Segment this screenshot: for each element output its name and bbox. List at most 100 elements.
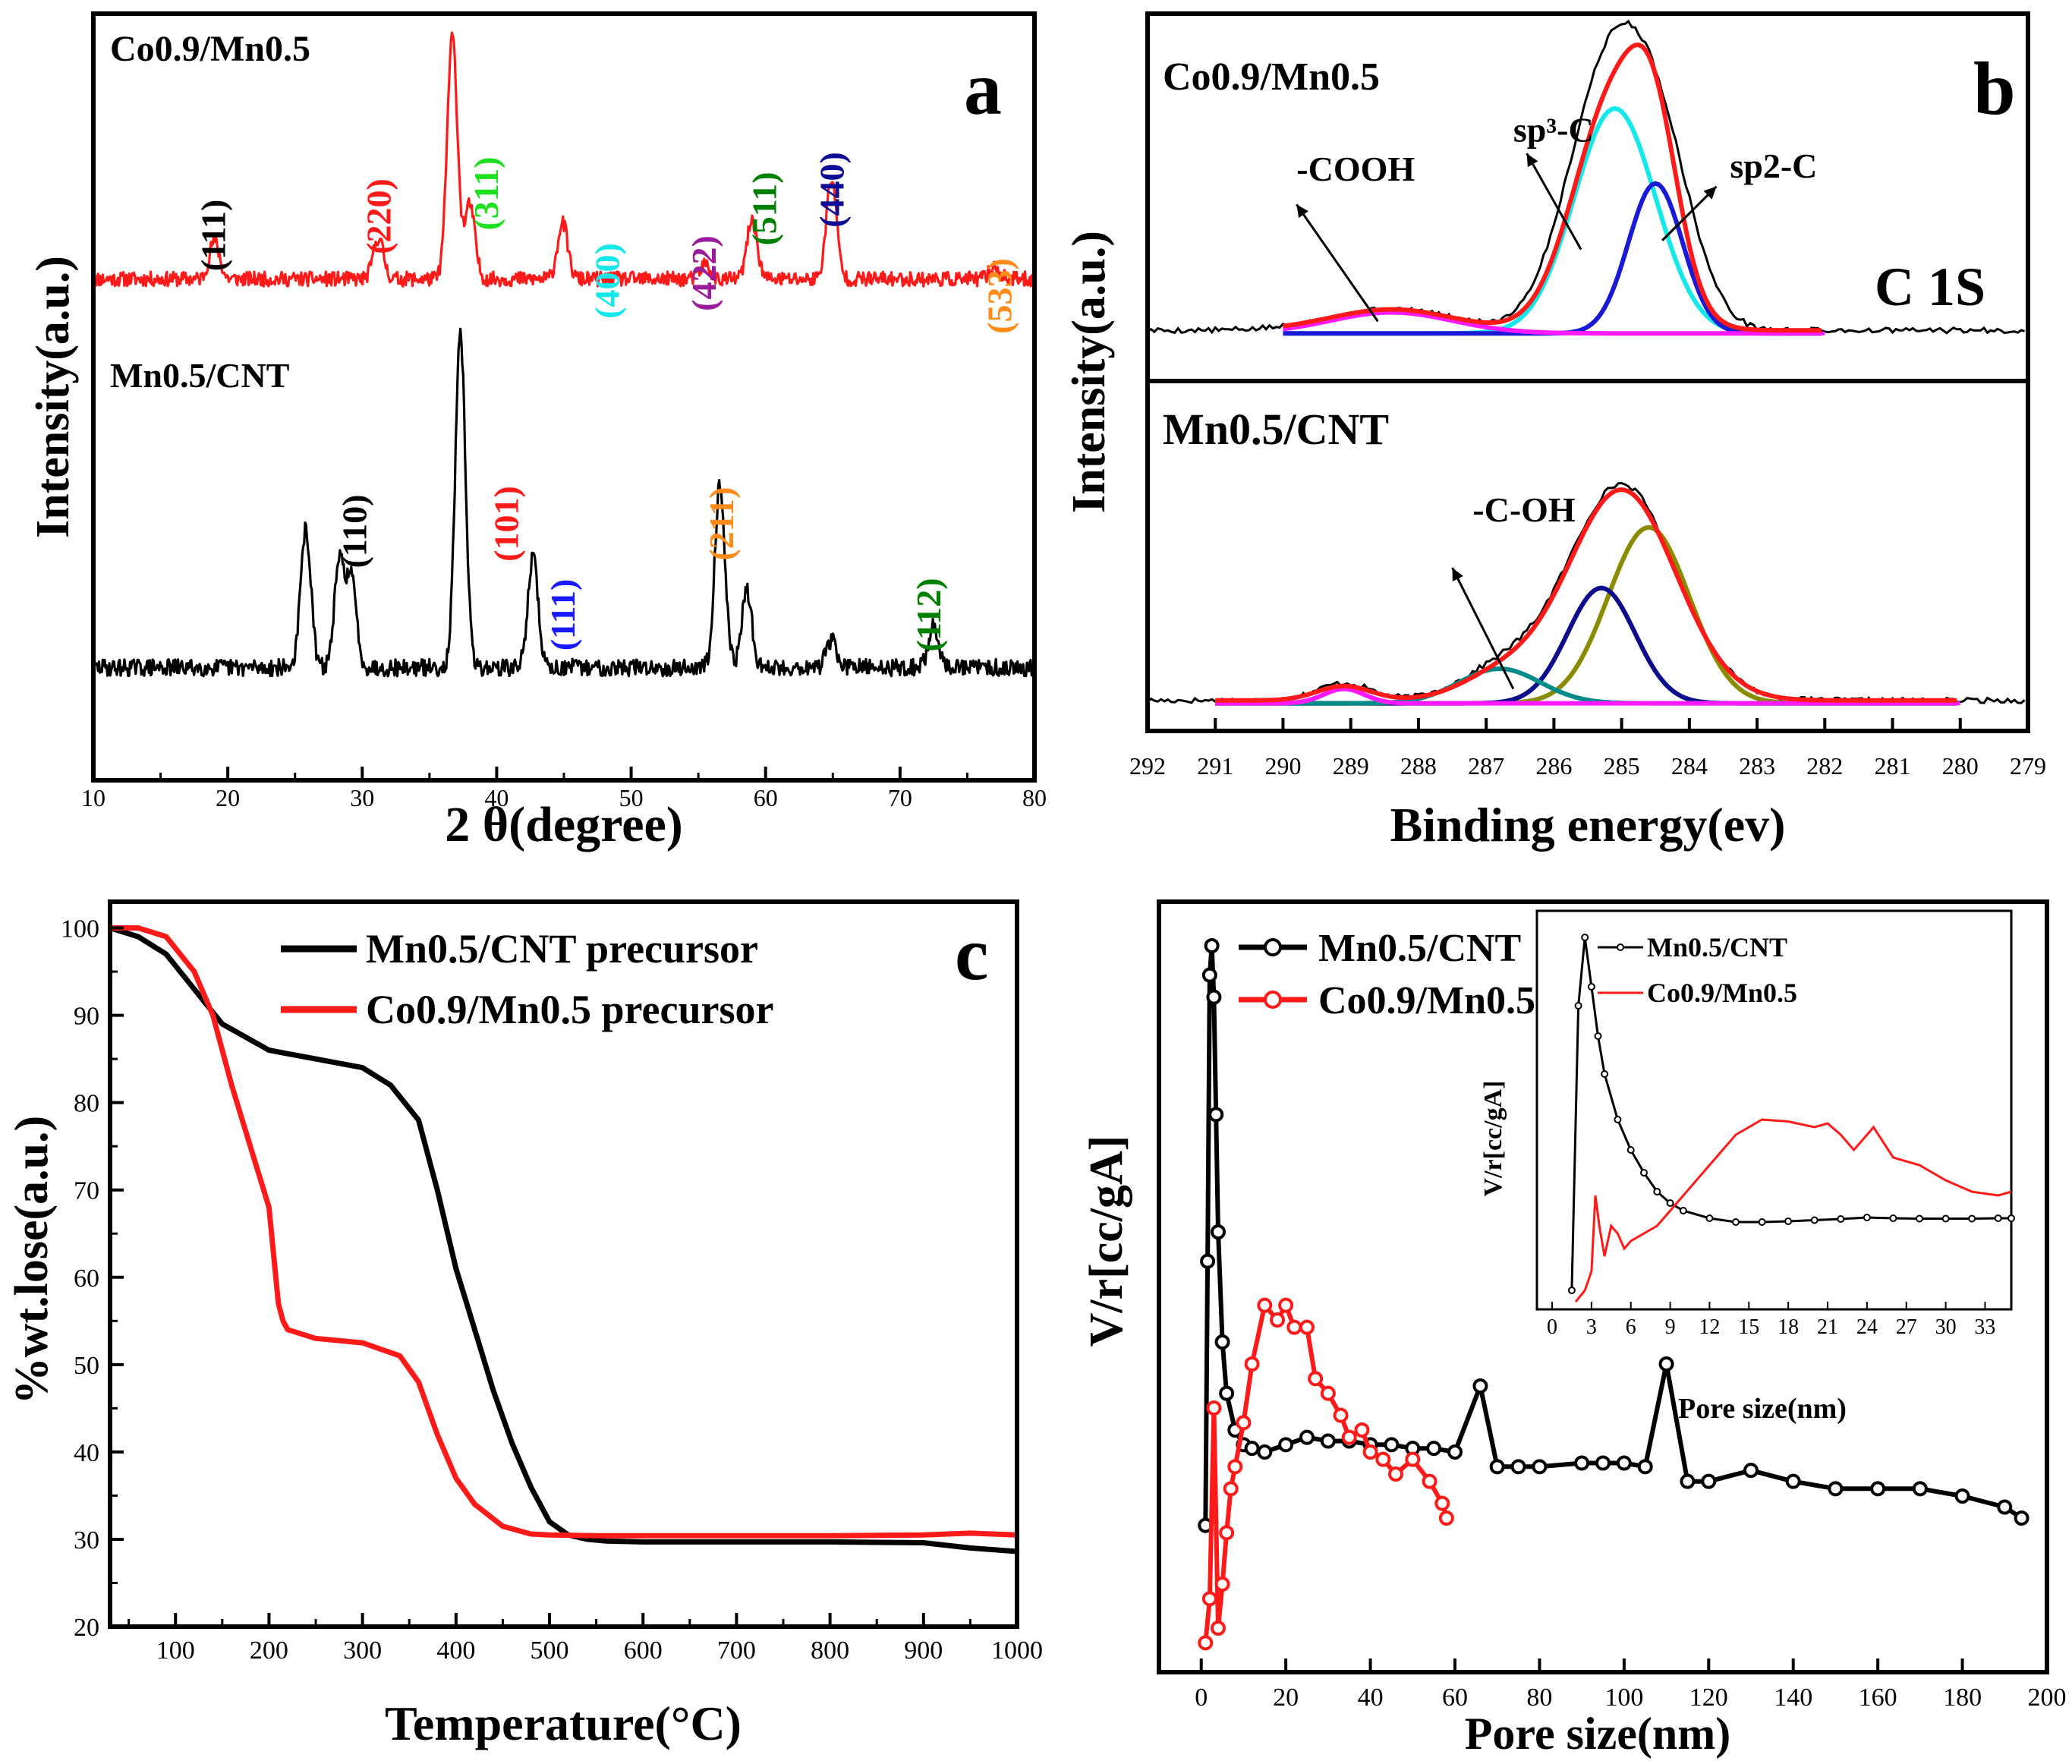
d-point-2-12: [1270, 1312, 1285, 1328]
b-xtick-label-8: 285: [1604, 752, 1640, 780]
d-point-1-19: [1384, 1437, 1400, 1453]
d-point-1-21: [1426, 1441, 1442, 1457]
d-inset-point-1-6: [1601, 1070, 1609, 1078]
d-point-1-6: [1208, 1107, 1224, 1123]
d-point-1-27: [1574, 1455, 1590, 1471]
d-point-2-21: [1362, 1444, 1378, 1460]
d-inset-xtick-label-10: 27: [1896, 1315, 1917, 1339]
a-peak-label-1-5: (422): [685, 235, 723, 311]
c-legend: Mn0.5/CNT precursor Co0.9/Mn0.5 precurso…: [281, 926, 773, 1032]
d-point-1-38: [1912, 1481, 1928, 1497]
a-peak-label-2-2: (101): [487, 486, 526, 562]
d-point-1-26: [1532, 1459, 1548, 1475]
d-inset-xtick-label-5: 12: [1699, 1315, 1720, 1339]
c-legend-label-1: Mn0.5/CNT precursor: [366, 926, 758, 972]
d-series-line-2: [1203, 1303, 1449, 1643]
panel-a: (111) (220) (311) (400) (422) (511) (440) (533)…: [27, 11, 1047, 852]
b-xtick-label-10: 283: [1739, 752, 1775, 780]
d-point-2-14: [1286, 1319, 1302, 1335]
d-inset-point-1-2: [1574, 1002, 1582, 1010]
d-inset-point-1-14: [1732, 1218, 1740, 1226]
b-annot-arrowhead-2-1: [1452, 568, 1463, 581]
d-point-2-17: [1320, 1385, 1336, 1401]
d-inset-xtick-label-9: 24: [1856, 1315, 1878, 1339]
d-inset-point-1-19: [1863, 1214, 1871, 1221]
d-point-2-25: [1422, 1473, 1437, 1489]
panel-c: 100 200 300 400 500 600 700 800 900 1000 20 30 40 50 6…: [6, 899, 1043, 1750]
c-ytick-label-1: 20: [74, 1614, 99, 1642]
c-xtick-label-4: 400: [436, 1636, 475, 1665]
b-annot-label-2-1: -C-OH: [1472, 490, 1576, 529]
c-xtick-label-10: 1000: [991, 1636, 1043, 1665]
b-annot-label-1-1: -COOH: [1296, 150, 1415, 188]
d-point-1-31: [1658, 1356, 1674, 1372]
b-xtick-label-7: 286: [1535, 752, 1572, 780]
d-point-2-18: [1333, 1407, 1349, 1423]
b-annot-arrow-1-3: [1661, 185, 1718, 241]
c-legend-label-2: Co0.9/Mn0.5 precursor: [366, 987, 773, 1032]
d-xtick-label-6: 100: [1604, 1684, 1643, 1712]
d-point-1-40: [1997, 1499, 2013, 1515]
d-point-1-41: [2014, 1510, 2029, 1526]
d-xtick-label-3: 40: [1358, 1684, 1384, 1712]
d-point-1-39: [1954, 1488, 1970, 1504]
d-point-1-34: [1743, 1463, 1759, 1479]
d-point-1-29: [1616, 1455, 1632, 1471]
d-inset-point-1-21: [1916, 1214, 1923, 1223]
a-xtick-label-7: 70: [888, 784, 912, 811]
a-xtick-label-3: 30: [350, 784, 374, 811]
d-inset-point-1-11: [1666, 1199, 1674, 1207]
d-point-1-28: [1595, 1455, 1611, 1471]
a-xtick-label-5: 50: [619, 784, 644, 811]
b-ylabel: Intensity(a.u.): [1063, 231, 1115, 513]
c-ytick-label-6: 70: [74, 1177, 99, 1205]
b-annot-label-1-3: sp2-C: [1730, 146, 1817, 185]
a-xtick-label-1: 10: [81, 784, 105, 811]
c-panel-letter: c: [955, 912, 988, 996]
b-component-2-1: [1215, 524, 1957, 706]
b-component-2-4: [1215, 686, 1957, 706]
d-point-2-26: [1434, 1495, 1450, 1511]
a-peak-label-1-1: (111): [194, 200, 232, 272]
d-xtick-label-11: 200: [2028, 1684, 2067, 1712]
d-inset-point-1-7: [1614, 1116, 1622, 1123]
c-series-line-1: [109, 925, 1018, 1555]
b-annot-label-1-2: sp³-C: [1513, 110, 1594, 149]
a-xtick-label-8: 80: [1022, 784, 1047, 811]
d-point-2-4: [1211, 1621, 1226, 1636]
b-corner-label: C 1S: [1875, 257, 1985, 317]
d-inset-point-1-22: [1941, 1214, 1950, 1223]
d-point-1-8: [1214, 1334, 1230, 1350]
d-point-1-33: [1701, 1473, 1717, 1489]
d-point-2-16: [1308, 1371, 1324, 1387]
d-point-1-25: [1510, 1459, 1526, 1475]
d-inset-xtick-label-12: 33: [1974, 1315, 1995, 1339]
d-inset-point-1-12: [1679, 1207, 1687, 1214]
d-inset-point-1-9: [1640, 1169, 1648, 1177]
d-legend-label-1: Mn0.5/CNT: [1318, 927, 1521, 970]
d-point-2-27: [1438, 1510, 1454, 1526]
b-annot-arrow-1-2: [1526, 153, 1582, 250]
a-peak-label-1-3: (311): [467, 156, 505, 230]
a-xtick-label-6: 60: [754, 784, 778, 811]
d-point-2-5: [1214, 1577, 1230, 1592]
d-point-2-7: [1223, 1481, 1239, 1497]
a-series-1-name: Co0.9/Mn0.5: [110, 29, 310, 69]
c-xtick-label-7: 700: [717, 1636, 756, 1665]
c-xtick-label-9: 900: [904, 1636, 943, 1665]
a-peak-label-1-2: (220): [359, 178, 398, 254]
d-point-1-30: [1637, 1459, 1653, 1475]
d-inset-xtick-label-4: 9: [1665, 1315, 1676, 1339]
d-inset-point-1-8: [1626, 1146, 1635, 1154]
d-inset-point-1-4: [1587, 983, 1595, 991]
d-inset-legend-label-2: Co0.9/Mn0.5: [1647, 978, 1797, 1008]
c-ytick-label-7: 80: [74, 1090, 99, 1118]
d-inset-point-1-13: [1705, 1214, 1714, 1222]
b-annot-arrow-2-1: [1451, 567, 1515, 690]
d-inset-point-1-17: [1810, 1216, 1819, 1224]
d-inset-point-1-16: [1784, 1217, 1793, 1225]
b-bot-name: Mn0.5/CNT: [1163, 405, 1389, 454]
b-xtick-label-2: 291: [1197, 752, 1233, 780]
d-xtick-label-5: 80: [1526, 1684, 1552, 1712]
d-point-2-10: [1244, 1356, 1260, 1372]
